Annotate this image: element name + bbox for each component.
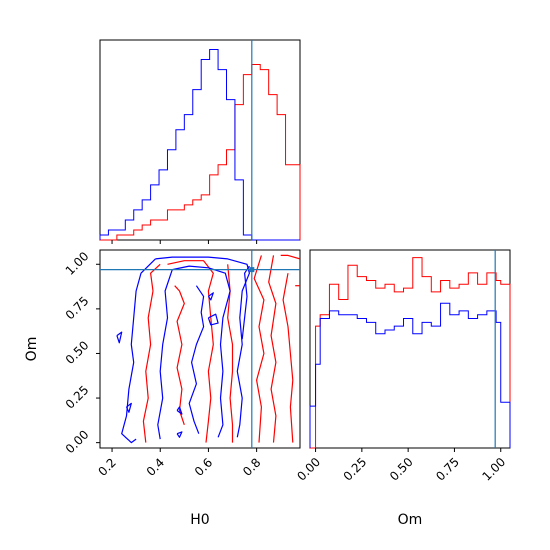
x-tick-label: 0.2 (96, 455, 119, 478)
y-tick-label: 1.00 (63, 249, 92, 278)
panel-h0-histogram-marks (99, 40, 301, 241)
contour-line-red (227, 264, 234, 443)
y-tick-label: 0.75 (63, 294, 92, 323)
y-axis-label-om: Om (24, 337, 40, 362)
panel-om-histogram-frame (309, 249, 511, 449)
contour-line-red (174, 285, 185, 425)
x-axis-label-om: Om (398, 512, 423, 528)
contour-line-red (268, 255, 277, 443)
panel-h0-histogram (99, 39, 301, 244)
histogram-series-blue (309, 302, 511, 448)
panel-h0-om-contour-ticks: 0.2 0.4 0.6 0.8 0.00 0.25 0.50 0.75 1.00 (63, 249, 264, 479)
x-tick-label: 0.25 (341, 455, 370, 484)
x-tick-label: 0.50 (387, 455, 416, 484)
x-tick-label: 0.4 (144, 455, 167, 478)
contour-line-blue (125, 402, 132, 413)
contour-line-blue (121, 258, 156, 444)
y-tick-label: 0.00 (63, 427, 92, 456)
contour-layer (116, 254, 300, 444)
x-tick-label: 0.75 (433, 455, 462, 484)
panel-h0-histogram-ticks (111, 240, 258, 244)
x-axis-label-h0: H0 (190, 512, 209, 528)
contour-line-red (167, 260, 214, 443)
contour-line-red (253, 255, 265, 443)
x-tick-label: 1.00 (480, 455, 509, 484)
contour-line-blue (207, 313, 219, 326)
contour-line-blue (155, 256, 250, 438)
panel-om-histogram: 0.00 0.25 0.50 0.75 1.00 Om (294, 249, 511, 528)
panel-h0-om-contour: 0.2 0.4 0.6 0.8 0.00 0.25 0.50 0.75 1.00 H0 Om (24, 249, 301, 528)
contour-line-blue (176, 431, 183, 438)
histogram-series-blue (99, 49, 300, 241)
contour-line-blue (188, 285, 205, 434)
contour-line-blue (157, 269, 173, 440)
contour-line-blue (207, 292, 214, 301)
contour-line-blue (116, 331, 123, 344)
x-tick-label: 0.6 (192, 455, 215, 478)
histogram-series-red (310, 257, 511, 449)
panel-h0-om-contour-marks (100, 250, 300, 448)
contour-line-blue (172, 265, 231, 438)
panel-h0-histogram-frame (99, 39, 301, 241)
contour-line-red (282, 273, 294, 443)
histogram-series-red (100, 64, 301, 241)
contour-line-red (142, 263, 161, 443)
panel-om-histogram-ticks: 0.00 0.25 0.50 0.75 1.00 (294, 448, 508, 484)
y-tick-label: 0.25 (63, 383, 92, 412)
x-tick-label: 0.8 (240, 455, 263, 478)
panel-h0-om-contour-frame (99, 249, 301, 449)
x-tick-label: 0.00 (294, 455, 323, 484)
contour-line-red (280, 254, 300, 260)
truth-marker (249, 267, 255, 273)
y-tick-label: 0.50 (63, 338, 92, 367)
panel-om-histogram-marks (309, 250, 511, 449)
contour-line-blue (176, 406, 183, 415)
